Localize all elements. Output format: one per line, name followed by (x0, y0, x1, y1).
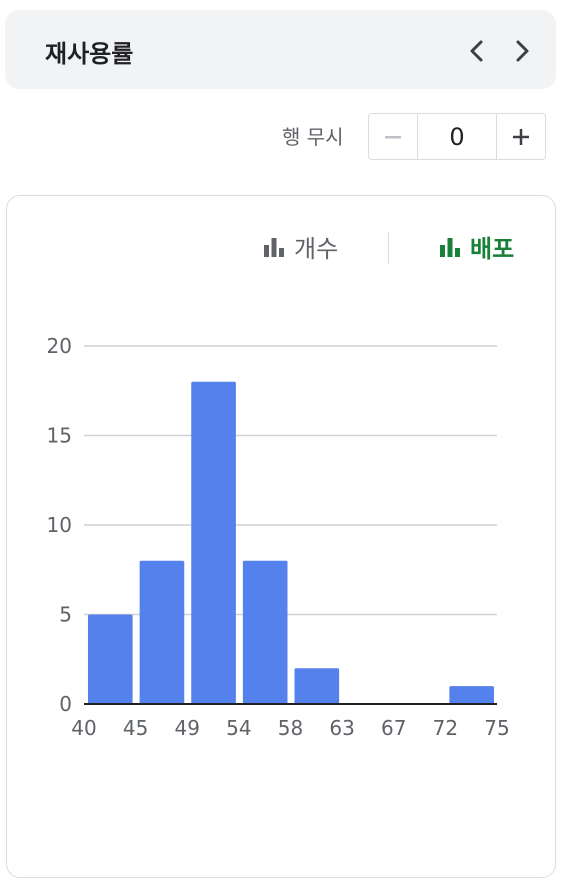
x-tick-label: 49 (175, 716, 200, 740)
skip-rows-label: 행 무시 (282, 125, 344, 149)
chart-card (6, 195, 556, 878)
x-tick-label: 63 (329, 716, 354, 740)
skip-rows-value[interactable]: 0 (417, 114, 497, 159)
chevron-left-icon (470, 40, 483, 62)
toggle-divider (388, 232, 389, 264)
increment-button[interactable] (497, 114, 545, 159)
histogram-bar (139, 560, 185, 704)
distribution-toggle[interactable]: 배포 (438, 229, 514, 264)
header-bar: 재사용률 (5, 10, 556, 89)
decrement-button[interactable] (369, 114, 417, 159)
histogram-bar (294, 668, 340, 704)
prev-column-button[interactable] (463, 37, 491, 65)
y-tick-label: 5 (59, 603, 72, 627)
x-tick-label: 72 (433, 716, 458, 740)
y-tick-label: 0 (59, 692, 72, 716)
count-toggle-label: 개수 (294, 235, 339, 263)
count-toggle[interactable]: 개수 (262, 229, 338, 264)
y-tick-label: 10 (47, 513, 72, 537)
chevron-right-icon (516, 40, 529, 62)
bar-chart-icon (264, 237, 284, 257)
minus-icon (385, 135, 401, 138)
distribution-toggle-label: 배포 (470, 235, 515, 263)
x-tick-label: 45 (123, 716, 148, 740)
skip-rows-stepper: 0 (368, 113, 546, 160)
y-tick-label: 15 (47, 424, 72, 448)
x-tick-label: 67 (381, 716, 406, 740)
next-column-button[interactable] (508, 37, 536, 65)
plus-icon (513, 128, 529, 145)
x-tick-label: 75 (484, 716, 509, 740)
column-title: 재사용률 (45, 40, 134, 68)
x-tick-label: 40 (71, 716, 96, 740)
histogram-bar (242, 560, 288, 704)
x-tick-label: 54 (226, 716, 251, 740)
histogram-bar (88, 614, 133, 704)
bar-chart-icon (440, 237, 460, 257)
histogram-bar (191, 381, 236, 704)
histogram-bar (449, 686, 494, 704)
x-tick-label: 58 (278, 716, 303, 740)
y-tick-label: 20 (47, 334, 72, 358)
